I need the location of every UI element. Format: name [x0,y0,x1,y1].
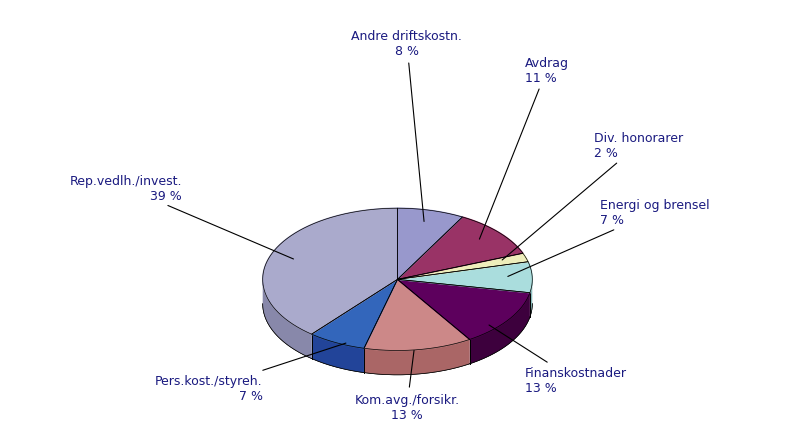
Polygon shape [312,334,364,373]
Polygon shape [398,262,533,293]
Polygon shape [470,293,530,364]
Text: Avdrag
11 %: Avdrag 11 % [479,57,568,240]
Text: Rep.vedlh./invest.
39 %: Rep.vedlh./invest. 39 % [70,174,293,259]
Text: Kom.avg./forsikr.
13 %: Kom.avg./forsikr. 13 % [355,351,460,420]
Polygon shape [398,218,523,280]
Polygon shape [364,339,470,375]
Text: Andre driftskostn.
8 %: Andre driftskostn. 8 % [351,30,463,222]
Polygon shape [364,280,470,351]
Polygon shape [398,209,463,280]
Polygon shape [262,209,398,334]
Polygon shape [530,280,533,317]
Polygon shape [398,280,530,339]
Polygon shape [398,254,528,280]
Text: Energi og brensel
7 %: Energi og brensel 7 % [508,198,709,277]
Text: Finanskostnader
13 %: Finanskostnader 13 % [489,325,626,395]
Polygon shape [312,280,398,349]
Text: Pers.kost./styreh.
7 %: Pers.kost./styreh. 7 % [155,343,346,402]
Polygon shape [262,280,312,359]
Text: Div. honorarer
2 %: Div. honorarer 2 % [502,131,683,260]
